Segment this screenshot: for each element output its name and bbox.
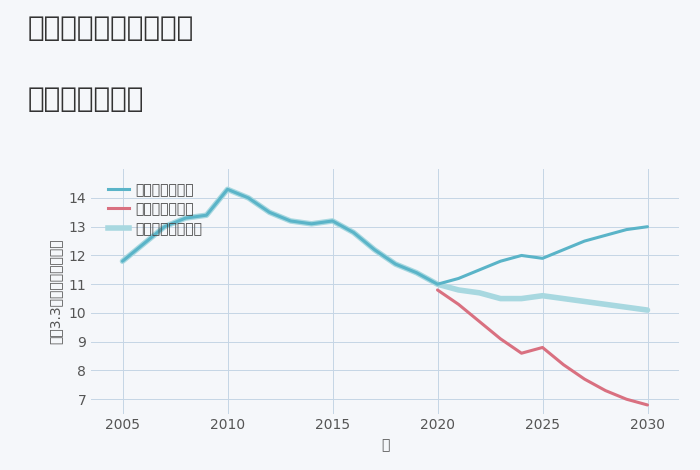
バッドシナリオ [601, 388, 610, 393]
グッドシナリオ [433, 282, 442, 287]
グッドシナリオ [307, 221, 316, 227]
ノーマルシナリオ [580, 298, 589, 304]
ノーマルシナリオ [370, 247, 379, 252]
Text: 三重県鈴鹿市土師町の: 三重県鈴鹿市土師町の [28, 14, 195, 42]
ノーマルシナリオ [349, 230, 358, 235]
バッドシナリオ [580, 376, 589, 382]
バッドシナリオ [433, 287, 442, 293]
グッドシナリオ [412, 270, 421, 275]
Text: 土地の価格推移: 土地の価格推移 [28, 85, 144, 113]
X-axis label: 年: 年 [381, 438, 389, 452]
グッドシナリオ [244, 195, 253, 201]
ノーマルシナリオ [265, 210, 274, 215]
バッドシナリオ [559, 362, 568, 368]
バッドシナリオ [454, 302, 463, 307]
グッドシナリオ [349, 230, 358, 235]
グッドシナリオ [643, 224, 652, 229]
ノーマルシナリオ [307, 221, 316, 227]
グッドシナリオ [475, 267, 484, 273]
グッドシナリオ [391, 261, 400, 267]
バッドシナリオ [517, 351, 526, 356]
Line: バッドシナリオ: バッドシナリオ [438, 290, 648, 405]
グッドシナリオ [160, 224, 169, 229]
ノーマルシナリオ [328, 218, 337, 224]
グッドシナリオ [181, 215, 190, 221]
グッドシナリオ [370, 247, 379, 252]
ノーマルシナリオ [160, 224, 169, 229]
グッドシナリオ [286, 218, 295, 224]
ノーマルシナリオ [223, 187, 232, 192]
Line: グッドシナリオ: グッドシナリオ [122, 189, 648, 284]
グッドシナリオ [454, 275, 463, 281]
ノーマルシナリオ [433, 282, 442, 287]
ノーマルシナリオ [643, 307, 652, 313]
Y-axis label: 平（3.3㎡）単価（万円）: 平（3.3㎡）単価（万円） [49, 239, 63, 344]
グッドシナリオ [622, 227, 631, 232]
グッドシナリオ [538, 256, 547, 261]
Legend: グッドシナリオ, バッドシナリオ, ノーマルシナリオ: グッドシナリオ, バッドシナリオ, ノーマルシナリオ [104, 179, 207, 240]
バッドシナリオ [496, 336, 505, 342]
ノーマルシナリオ [202, 212, 211, 218]
ノーマルシナリオ [538, 293, 547, 298]
ノーマルシナリオ [181, 215, 190, 221]
グッドシナリオ [202, 212, 211, 218]
ノーマルシナリオ [517, 296, 526, 301]
ノーマルシナリオ [601, 302, 610, 307]
ノーマルシナリオ [391, 261, 400, 267]
バッドシナリオ [622, 396, 631, 402]
グッドシナリオ [496, 258, 505, 264]
ノーマルシナリオ [286, 218, 295, 224]
グッドシナリオ [223, 187, 232, 192]
ノーマルシナリオ [454, 287, 463, 293]
ノーマルシナリオ [475, 290, 484, 296]
バッドシナリオ [475, 319, 484, 324]
グッドシナリオ [601, 233, 610, 238]
グッドシナリオ [559, 247, 568, 252]
ノーマルシナリオ [244, 195, 253, 201]
ノーマルシナリオ [559, 296, 568, 301]
グッドシナリオ [517, 253, 526, 258]
Line: ノーマルシナリオ: ノーマルシナリオ [122, 189, 648, 310]
ノーマルシナリオ [118, 258, 127, 264]
バッドシナリオ [538, 345, 547, 350]
ノーマルシナリオ [412, 270, 421, 275]
グッドシナリオ [580, 238, 589, 244]
ノーマルシナリオ [622, 305, 631, 310]
バッドシナリオ [643, 402, 652, 408]
グッドシナリオ [118, 258, 127, 264]
ノーマルシナリオ [496, 296, 505, 301]
グッドシナリオ [328, 218, 337, 224]
グッドシナリオ [265, 210, 274, 215]
